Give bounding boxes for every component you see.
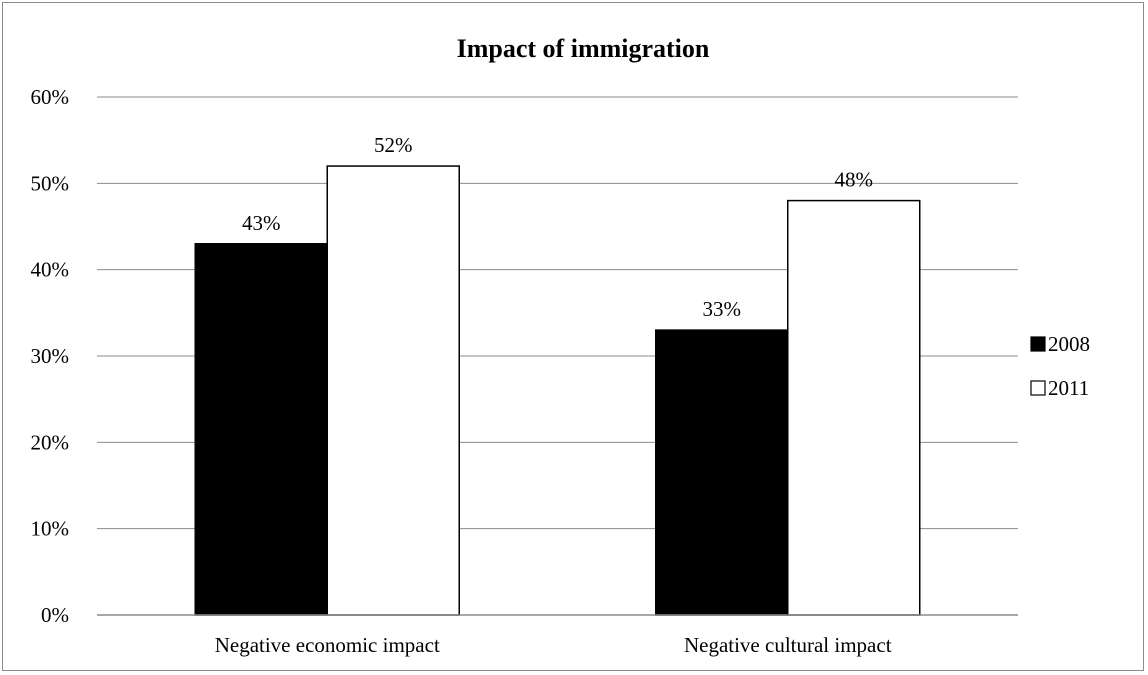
y-tick-label: 50%	[31, 171, 70, 195]
legend-swatch-2008	[1030, 336, 1046, 352]
y-tick-label: 60%	[31, 85, 70, 109]
legend: 2008 2011	[1030, 332, 1090, 400]
data-label: 33%	[703, 297, 742, 321]
bar-2008	[655, 329, 789, 616]
data-label: 48%	[835, 168, 874, 192]
data-label: 52%	[374, 133, 413, 157]
legend-label: 2011	[1048, 376, 1089, 400]
bar-2011	[787, 199, 921, 616]
y-tick-label: 10%	[31, 517, 70, 541]
y-tick-label: 20%	[31, 430, 70, 454]
legend-label: 2008	[1048, 332, 1090, 356]
y-tick-label: 30%	[31, 344, 70, 368]
bar-2011	[326, 165, 460, 616]
y-axis-tick-labels: 0% 10% 20% 30% 40% 50% 60%	[31, 85, 70, 627]
x-category-label: Negative cultural impact	[684, 633, 892, 657]
bar-2008	[194, 243, 328, 616]
data-labels: 43% 52% 33% 48%	[242, 133, 873, 321]
chart-title: Impact of immigration	[457, 34, 710, 63]
y-tick-label: 0%	[41, 603, 69, 627]
y-tick-label: 40%	[31, 258, 70, 282]
x-axis-category-labels: Negative economic impact Negative cultura…	[215, 633, 892, 657]
bars	[194, 165, 921, 616]
x-category-label: Negative economic impact	[215, 633, 440, 657]
data-label: 43%	[242, 211, 281, 235]
legend-swatch-2011	[1030, 380, 1046, 396]
